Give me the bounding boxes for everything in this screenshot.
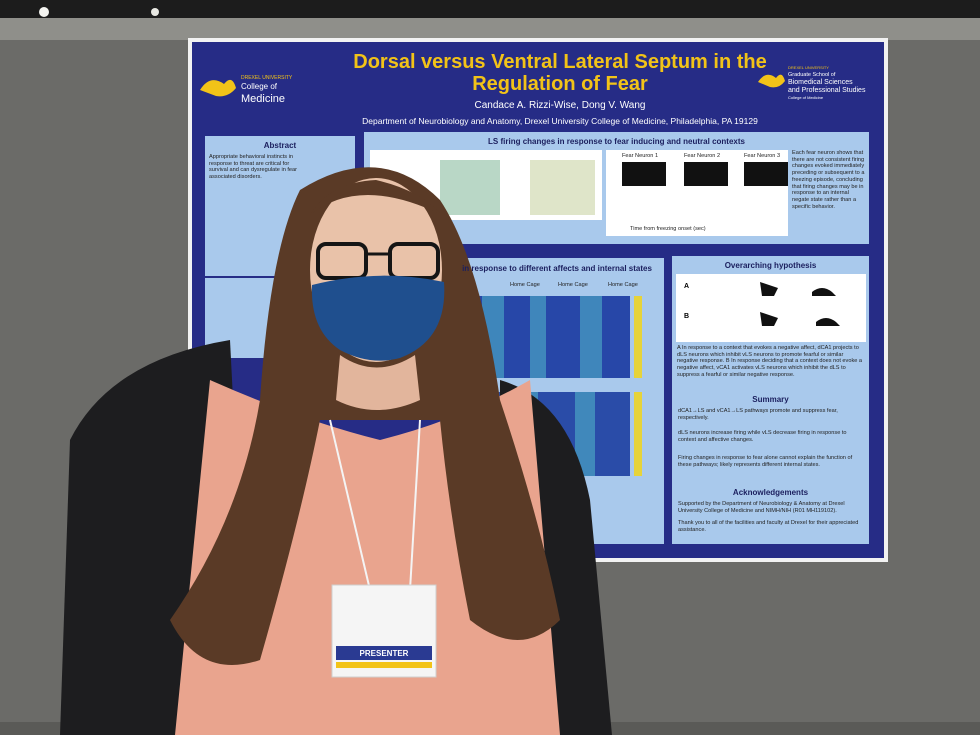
- brain-icon: [760, 282, 778, 326]
- badge-strip: [336, 646, 432, 660]
- logo-text: College of Medicine: [788, 95, 824, 100]
- dragon-logo: [200, 79, 236, 97]
- logo-text: Biomedical Sciences: [788, 79, 853, 86]
- hypothesis-text: A In response to a context that evokes a…: [677, 345, 863, 378]
- raster: [622, 162, 666, 186]
- name-badge: [331, 584, 437, 678]
- neuron-label: Fear Neuron 2: [684, 153, 721, 159]
- poster-title: Dorsal versus Ventral Lateral Septum in …: [353, 51, 766, 73]
- logo-text: Graduate School of: [788, 72, 836, 78]
- context-label: Home Cage: [608, 282, 638, 288]
- hypothesis-figure: [676, 274, 866, 342]
- firing-text: Each fear neuron shows that there are no…: [792, 150, 865, 210]
- abstract-text: Appropriate behavioral instincts in resp…: [209, 154, 297, 181]
- section-heading: in response to different affects and int…: [462, 264, 652, 273]
- section-heading: Summary: [752, 395, 789, 404]
- ceiling-light: [151, 8, 159, 16]
- badge-strip: [336, 662, 432, 668]
- context-label: Home Cage: [510, 282, 540, 288]
- dragon-logo: [758, 74, 785, 88]
- poster-affiliation: Department of Neurobiology and Anatomy, …: [362, 116, 758, 126]
- logo-text: Medicine: [241, 93, 285, 105]
- summary-point: Firing changes in response to fear alone…: [678, 455, 853, 468]
- logo-text: DREXEL UNIVERSITY: [241, 75, 293, 81]
- neuron-label: Fear Neuron 1: [622, 153, 659, 159]
- figure-letter: A: [684, 283, 689, 290]
- section-heading: Acknowledgements: [732, 488, 809, 497]
- heatmap-band: [575, 392, 595, 476]
- logo-text: DREXEL UNIVERSITY: [788, 65, 829, 70]
- wall-trim: [0, 18, 980, 40]
- neck: [336, 355, 420, 410]
- section-heading: Abstract: [263, 141, 297, 150]
- hair: [170, 167, 560, 666]
- ceiling: [0, 0, 980, 18]
- acknowledgement: Thank you to all of the facilities and f…: [678, 520, 859, 533]
- hair-fringe: [310, 180, 442, 215]
- heatmap-band: [530, 296, 546, 378]
- figure-letter: B: [684, 313, 689, 320]
- neuron-label: Fear Neuron 3: [744, 153, 781, 159]
- mouse-icon: [812, 288, 840, 326]
- raster-plots: [622, 162, 788, 186]
- context-label: Home Cage: [558, 282, 588, 288]
- trace-plot: [440, 160, 500, 215]
- axis-label: Time from freezing onset (sec): [630, 226, 706, 232]
- trace-plot: [530, 160, 595, 215]
- logo-text: and Professional Studies: [788, 87, 866, 94]
- colorbar: [634, 392, 642, 476]
- poster-authors: Candace A. Rizzi-Wise, Dong V. Wang: [474, 100, 645, 111]
- ceiling-light: [39, 7, 49, 17]
- acknowledgement: Supported by the Department of Neurobiol…: [678, 501, 845, 514]
- colorbar: [634, 296, 642, 378]
- section-heading: Overarching hypothesis: [724, 261, 817, 270]
- logo-text: College of: [241, 82, 278, 91]
- lanyard: [329, 419, 421, 591]
- summary-point: dLS neurons increase firing while vLS de…: [678, 430, 847, 443]
- section-heading: LS firing changes in response to fear in…: [488, 137, 745, 146]
- heatmap-band: [580, 296, 602, 378]
- raster: [684, 162, 728, 186]
- raster: [744, 162, 788, 186]
- summary-point: dCA1→LS and vCA1→LS pathways promote and…: [678, 408, 838, 421]
- poster-title: Regulation of Fear: [472, 73, 648, 95]
- glasses-lens: [316, 242, 368, 280]
- badge-role: PRESENTER: [360, 649, 409, 658]
- face-mask: [311, 275, 445, 361]
